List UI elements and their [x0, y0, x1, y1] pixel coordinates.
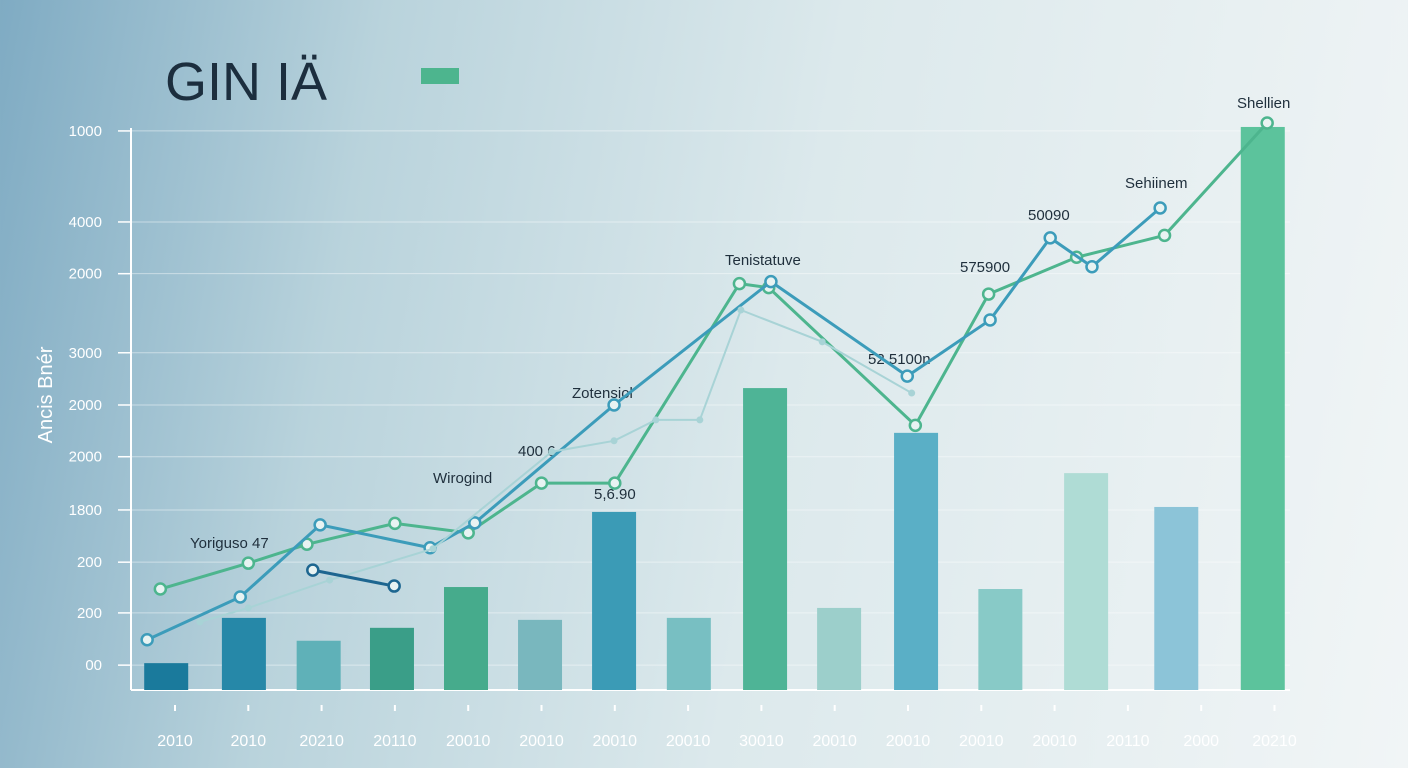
- line: [159, 121, 1269, 591]
- x-tick-label: 2010: [157, 733, 193, 750]
- point: [981, 287, 996, 301]
- point: [818, 338, 826, 346]
- point: [1260, 116, 1274, 130]
- x-tick-label: 20010: [519, 733, 564, 750]
- bar: [221, 617, 266, 690]
- line: [312, 568, 395, 588]
- point: [244, 604, 252, 612]
- point: [1043, 231, 1057, 245]
- point: [908, 389, 916, 397]
- bar: [444, 587, 489, 690]
- line: [199, 308, 913, 623]
- point: [764, 274, 778, 289]
- bar: [1064, 473, 1109, 690]
- annotation: 5,6.90: [594, 486, 636, 503]
- y-tick-label: 3000: [69, 345, 102, 362]
- point: [468, 516, 482, 530]
- y-tick-label: 2000: [69, 266, 102, 283]
- annotation: 50090: [1028, 207, 1070, 224]
- annotation: Yoriguso 47: [190, 535, 269, 552]
- x-tick-label: 2000: [1183, 733, 1219, 750]
- bar: [144, 663, 189, 690]
- point: [241, 556, 256, 570]
- bar: [1240, 126, 1285, 690]
- bar: [743, 388, 788, 690]
- annotation: Shellien: [1237, 95, 1290, 112]
- y-tick-label: 4000: [69, 214, 102, 231]
- point: [196, 618, 204, 626]
- annotation: 52 5100n: [868, 351, 931, 368]
- x-tick-label: 20010: [1032, 733, 1077, 750]
- point: [313, 518, 327, 532]
- chart-title: GIN IÄ: [165, 52, 327, 112]
- point: [429, 545, 437, 553]
- point: [306, 563, 320, 577]
- x-tick-label: 20010: [666, 733, 711, 750]
- point: [1157, 228, 1172, 243]
- point: [548, 448, 556, 456]
- bar: [894, 432, 939, 690]
- point: [652, 416, 660, 424]
- x-tick-label: 20010: [446, 733, 491, 750]
- point: [983, 313, 997, 327]
- x-tick-label: 20110: [1106, 733, 1149, 750]
- point: [607, 398, 621, 412]
- x-tick-label: 20210: [299, 733, 344, 750]
- x-tick-label: 2010: [231, 733, 267, 750]
- point: [140, 633, 154, 647]
- point: [326, 576, 334, 584]
- annotation: 575900: [960, 259, 1010, 276]
- point: [908, 418, 923, 433]
- annotation: Wirogind: [433, 470, 492, 487]
- annotation: Sehiinem: [1125, 175, 1188, 192]
- x-tick-label: 20110: [373, 733, 416, 750]
- point: [732, 276, 747, 291]
- x-tick-label: 20010: [812, 733, 857, 750]
- bar: [592, 511, 637, 690]
- y-tick-label: 1000: [69, 123, 102, 140]
- bar: [1154, 506, 1199, 690]
- x-tick-label: 20210: [1252, 733, 1297, 750]
- bar: [369, 627, 414, 690]
- annotation: Zotensiol: [572, 385, 633, 402]
- y-tick-label: 00: [85, 657, 102, 674]
- y-axis-label: Ancis Bnér: [35, 346, 57, 443]
- point: [737, 306, 745, 314]
- point: [900, 369, 915, 383]
- point: [233, 590, 247, 604]
- point: [153, 582, 168, 596]
- bar: [666, 617, 711, 690]
- point: [1153, 201, 1167, 215]
- x-tick-label: 30010: [739, 733, 784, 750]
- x-tick-label: 20010: [959, 733, 1004, 750]
- bar: [978, 589, 1023, 690]
- annotation: Tenistatuve: [725, 252, 801, 269]
- point: [387, 579, 401, 593]
- line: [146, 206, 1162, 642]
- y-tick-label: 1800: [69, 502, 102, 519]
- bar: [296, 640, 341, 690]
- y-tick-label: 200: [77, 554, 102, 571]
- point: [534, 476, 549, 490]
- point: [608, 476, 622, 490]
- x-tick-label: 20010: [593, 733, 638, 750]
- y-tick-label: 2000: [69, 397, 102, 414]
- point: [696, 416, 704, 424]
- point: [1085, 259, 1099, 274]
- bar: [817, 607, 862, 690]
- legend-swatch: [421, 68, 459, 84]
- y-tick-label: 200: [77, 605, 102, 622]
- bar: [518, 619, 563, 690]
- x-tick-label: 20010: [886, 733, 931, 750]
- y-tick-label: 2000: [69, 449, 102, 466]
- point: [388, 516, 402, 531]
- point: [610, 437, 618, 445]
